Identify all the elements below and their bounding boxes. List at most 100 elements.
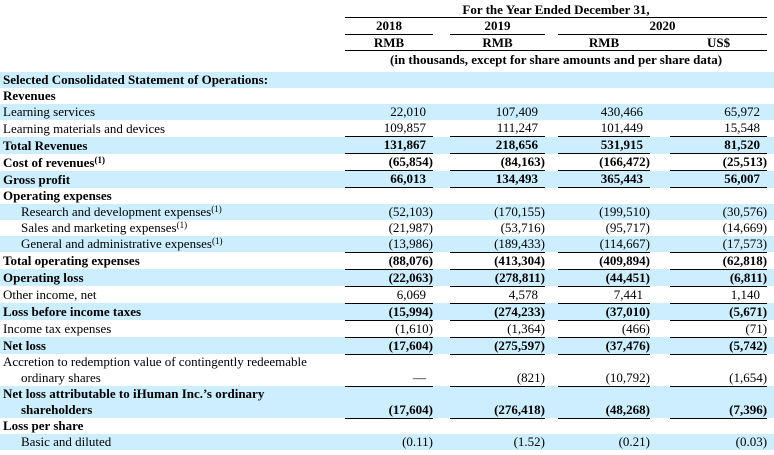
footnote-marker: (1) [94, 154, 105, 165]
row-right-pad [767, 220, 774, 236]
table-row: Sales and marketing expenses(1) (21,987) (… [0, 220, 774, 236]
value-cell: (274,233) [450, 303, 545, 321]
row-label: Net loss [0, 337, 345, 354]
column-gap [650, 269, 670, 286]
header-right-pad [767, 51, 774, 73]
row-right-pad [767, 204, 774, 220]
value-cell: 6,069 [345, 286, 433, 304]
column-gap [650, 204, 670, 220]
row-label-text: Other income, net [3, 287, 97, 302]
value-cell: (37,476) [558, 337, 650, 355]
value-cell [450, 188, 545, 204]
units-note: (in thousands, except for share amounts … [390, 52, 723, 67]
value-cell [670, 88, 767, 104]
row-right-pad [767, 252, 774, 269]
row-label: Income tax expenses [0, 320, 345, 337]
value-cell: (25,513) [670, 153, 768, 171]
row-right-pad [767, 418, 774, 434]
table-row: General and administrative expenses(1) (1… [0, 235, 774, 253]
column-gap [545, 18, 558, 35]
value-cell: (13,986) [345, 235, 433, 253]
column-gap [650, 137, 670, 154]
value-cell: (95,717) [605, 219, 650, 235]
row-label-line: Accretion to redemption value of conting… [3, 354, 307, 369]
value-cell: 134,493 [450, 170, 545, 188]
row-label: Loss before income taxes [0, 303, 345, 320]
value-cell: (17,604) [345, 386, 433, 419]
row-right-pad [767, 320, 774, 337]
row-label-line: ordinary shares [21, 370, 101, 385]
row-label: Accretion to redemption value of conting… [0, 354, 345, 386]
value-cell: (10,792) [558, 354, 650, 387]
row-right-pad [767, 286, 774, 303]
column-gap [545, 34, 558, 51]
value-cell: (44,451) [558, 269, 650, 287]
value-cell [670, 188, 767, 204]
value-cell: (170,155) [494, 203, 545, 219]
header-spacer [0, 35, 345, 51]
row-right-pad [767, 303, 774, 320]
header-currency-row: RMB RMB RMB US$ [0, 34, 774, 51]
row-label-text: Net loss [3, 338, 46, 353]
value-cell [345, 72, 433, 88]
column-gap [650, 418, 670, 434]
value-cell: (14,669) [722, 219, 768, 235]
header-units-row: (in thousands, except for share amounts … [0, 51, 774, 73]
column-gap [433, 34, 450, 51]
column-gap [433, 154, 450, 171]
value-cell: (53,716) [500, 219, 545, 235]
value-cell: 4,578 [450, 286, 545, 304]
row-label-text: Total operating expenses [3, 253, 140, 268]
value-cell: 81,520 [670, 136, 768, 154]
row-right-pad [767, 120, 774, 137]
table-row: Other income, net 6,069 4,578 7,441 1,140 [0, 286, 774, 304]
value-cell: (1,654) [670, 354, 768, 387]
row-label: Operating expenses [0, 188, 345, 204]
column-gap [650, 236, 670, 253]
column-gap [433, 72, 450, 88]
value-cell: 66,013 [345, 170, 433, 188]
value-cell [558, 88, 650, 104]
header-spacer [0, 0, 345, 18]
column-gap [545, 204, 558, 220]
table-row: Loss before income taxes (15,994) (274,233… [0, 303, 774, 321]
column-gap [433, 252, 450, 269]
currency-header: RMB [345, 34, 433, 51]
row-right-pad [767, 171, 774, 188]
row-label-text: Loss per share [3, 418, 84, 433]
value-cell: (409,894) [558, 252, 650, 270]
value-cell: (278,811) [450, 269, 545, 287]
row-label: Other income, net [0, 286, 345, 303]
row-label-text: Operating expenses [3, 187, 112, 203]
row-label: Research and development expenses(1) [0, 204, 345, 220]
column-gap [650, 171, 670, 188]
column-gap [545, 354, 558, 386]
column-gap [433, 303, 450, 320]
header-right-pad [767, 18, 774, 35]
column-gap [650, 120, 670, 137]
table-row: Income tax expenses (1,610) (1,364) (466) (7… [0, 320, 774, 338]
column-gap [433, 337, 450, 354]
currency-header: US$ [670, 34, 768, 51]
value-cell: (199,510) [599, 203, 650, 219]
column-gap [433, 418, 450, 434]
year-2018-header: 2018 [345, 17, 433, 35]
column-gap [650, 34, 670, 51]
value-cell: (65,854) [345, 153, 433, 171]
value-cell: (1,364) [450, 320, 545, 338]
table-row: Basic and diluted (0.11) (1.52) (0.21) (0.03… [0, 434, 774, 450]
value-cell: (52,103) [388, 203, 433, 219]
column-gap [433, 120, 450, 137]
value-cell: (189,433) [450, 235, 545, 253]
column-gap [650, 286, 670, 303]
row-label: Selected Consolidated Statement of Opera… [0, 72, 345, 88]
value-cell: (276,418) [450, 386, 545, 419]
row-label: General and administrative expenses(1) [0, 236, 345, 253]
value-cell: 1,140 [670, 286, 768, 304]
row-label: Loss per share [0, 418, 345, 434]
currency-header: RMB [558, 34, 650, 51]
row-label: Total Revenues [0, 137, 345, 154]
value-cell: 56,007 [670, 170, 768, 188]
value-cell: 109,857 [345, 120, 433, 137]
row-label-text: Sales and marketing expenses [21, 219, 177, 235]
